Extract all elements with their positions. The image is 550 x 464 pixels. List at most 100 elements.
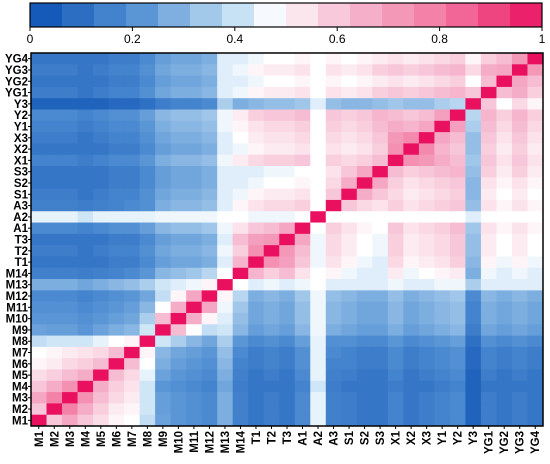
heatmap-cell (217, 98, 234, 110)
heatmap-cell (46, 86, 63, 99)
heatmap-cell (341, 120, 358, 133)
heatmap-cell (325, 98, 342, 110)
heatmap-cell (511, 380, 528, 393)
heatmap-cell (403, 279, 420, 291)
heatmap-cell (77, 267, 94, 280)
heatmap-cell (310, 132, 327, 144)
heatmap-cell (201, 199, 218, 212)
heatmap-cell (201, 177, 218, 190)
heatmap-cell (31, 98, 47, 110)
heatmap-cell (465, 75, 482, 88)
heatmap-cell (294, 222, 311, 235)
heatmap-cell (263, 75, 280, 88)
heatmap-cell (170, 53, 187, 65)
heatmap-cell (279, 188, 296, 201)
heatmap-cell (325, 109, 342, 122)
heatmap-cell (201, 98, 218, 110)
heatmap-cell (186, 290, 203, 303)
heatmap-cell (434, 233, 451, 246)
heatmap-cell (217, 64, 234, 76)
heatmap-cell (201, 86, 218, 99)
heatmap-cell (356, 245, 373, 257)
heatmap-cell (356, 403, 373, 416)
colorbar-tick-label: 0.6 (329, 32, 346, 46)
heatmap-cell (155, 143, 172, 156)
heatmap-cell (527, 380, 544, 393)
heatmap-cell (356, 279, 373, 291)
heatmap-cell (449, 369, 466, 382)
heatmap-cell (279, 290, 296, 303)
heatmap-cell (511, 267, 528, 280)
heatmap-cell (108, 211, 125, 223)
heatmap-cell (248, 245, 265, 257)
heatmap-cell (465, 233, 482, 246)
heatmap-cell (155, 346, 172, 359)
colorbar-step (126, 3, 159, 27)
heatmap-cell (511, 403, 528, 416)
heatmap-cell (46, 369, 63, 382)
heatmap-cell (279, 177, 296, 190)
heatmap-cell (248, 98, 265, 110)
heatmap-cell (46, 267, 63, 280)
heatmap-cell (139, 154, 156, 167)
heatmap-cell (248, 312, 265, 325)
heatmap-cell (31, 324, 47, 336)
colorbar-tick-label: 0.8 (431, 32, 448, 46)
heatmap-cell (232, 166, 249, 178)
heatmap-cell (310, 53, 327, 65)
heatmap-cell (201, 120, 218, 133)
heatmap-cell (108, 267, 125, 280)
heatmap-cell (418, 154, 435, 167)
heatmap-cell (449, 233, 466, 246)
heatmap-cell (186, 392, 203, 404)
heatmap-cell (46, 256, 63, 269)
heatmap-cell (434, 64, 451, 76)
heatmap-cell (232, 256, 249, 269)
heatmap-cell (496, 279, 513, 291)
heatmap-cell (232, 120, 249, 133)
heatmap-cell (465, 256, 482, 269)
heatmap-cell (418, 392, 435, 404)
heatmap-cell (62, 346, 78, 359)
heatmap-cell (77, 290, 94, 303)
heatmap-cell (449, 132, 466, 144)
heatmap-cell (93, 211, 109, 223)
heatmap-cell (480, 132, 497, 144)
heatmap-cell (496, 177, 513, 190)
heatmap-cell (155, 324, 172, 336)
heatmap-cell (325, 392, 342, 404)
heatmap-cell (139, 64, 156, 76)
heatmap-cell (449, 290, 466, 303)
heatmap-cell (325, 312, 342, 325)
heatmap-cell (108, 98, 125, 110)
y-tick-label: A2 (13, 212, 28, 224)
heatmap-cell (139, 335, 156, 348)
heatmap-cell (139, 211, 156, 223)
heatmap-cell (108, 86, 125, 99)
heatmap-cell (108, 414, 125, 427)
heatmap-cell (434, 256, 451, 269)
heatmap-cell (263, 369, 280, 382)
heatmap-cell (31, 86, 47, 99)
heatmap-cell (372, 245, 389, 257)
heatmap-cell (294, 166, 311, 178)
heatmap-cell (201, 358, 218, 370)
heatmap-cell (232, 290, 249, 303)
heatmap-cell (325, 335, 342, 348)
heatmap-cell (186, 267, 203, 280)
heatmap-cell (480, 211, 497, 223)
heatmap-cell (248, 86, 265, 99)
heatmap-cell (217, 166, 234, 178)
heatmap-cell (124, 188, 141, 201)
heatmap-cell (279, 403, 296, 416)
heatmap-cell (186, 380, 203, 393)
heatmap-cell (186, 166, 203, 178)
heatmap-cell (62, 199, 78, 212)
heatmap-cell (310, 166, 327, 178)
heatmap-cell (434, 301, 451, 314)
heatmap-cell (170, 346, 187, 359)
heatmap-cell (201, 233, 218, 246)
heatmap-cell (279, 414, 296, 427)
heatmap-cell (31, 380, 47, 393)
heatmap-cell (248, 414, 265, 427)
